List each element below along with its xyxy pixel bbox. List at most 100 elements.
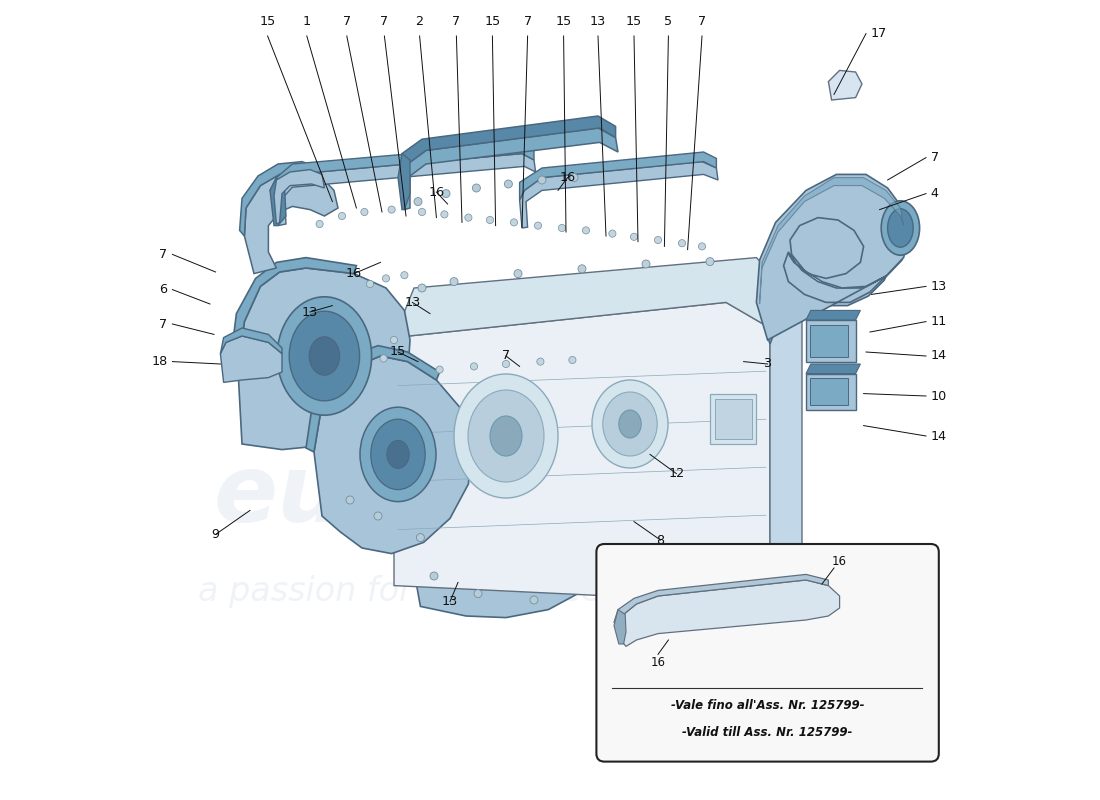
Ellipse shape: [537, 358, 544, 365]
Ellipse shape: [360, 407, 436, 502]
Ellipse shape: [486, 216, 494, 223]
Text: 16: 16: [345, 267, 362, 280]
Polygon shape: [314, 356, 472, 554]
Ellipse shape: [530, 596, 538, 604]
Ellipse shape: [603, 392, 657, 456]
Polygon shape: [244, 172, 338, 274]
Text: 9: 9: [211, 528, 220, 541]
Text: a passion for excellence: a passion for excellence: [198, 575, 602, 609]
Polygon shape: [230, 258, 356, 370]
Ellipse shape: [619, 410, 641, 438]
Polygon shape: [394, 302, 770, 602]
Ellipse shape: [277, 297, 372, 415]
Text: 7: 7: [452, 15, 461, 28]
Ellipse shape: [559, 224, 565, 232]
Ellipse shape: [642, 260, 650, 268]
Ellipse shape: [454, 374, 558, 498]
Text: 7: 7: [343, 15, 351, 28]
Ellipse shape: [374, 512, 382, 520]
Ellipse shape: [465, 214, 472, 222]
Text: eurocars: eurocars: [214, 450, 680, 542]
Text: 15: 15: [626, 15, 642, 28]
Text: 13: 13: [405, 296, 420, 309]
Text: 11: 11: [931, 315, 947, 328]
Ellipse shape: [289, 311, 360, 401]
Ellipse shape: [387, 440, 409, 468]
Text: 7: 7: [160, 248, 167, 261]
FancyBboxPatch shape: [806, 374, 856, 410]
Text: 13: 13: [931, 280, 947, 293]
Text: 10: 10: [931, 390, 947, 402]
Text: 7: 7: [931, 151, 939, 164]
Ellipse shape: [379, 354, 387, 362]
Ellipse shape: [316, 220, 323, 227]
Text: 16: 16: [832, 555, 847, 568]
Text: 12: 12: [669, 467, 684, 480]
Text: 7: 7: [160, 318, 167, 330]
Polygon shape: [412, 490, 600, 618]
Polygon shape: [220, 336, 282, 382]
FancyBboxPatch shape: [596, 544, 938, 762]
Polygon shape: [806, 310, 860, 320]
Ellipse shape: [442, 190, 450, 198]
Ellipse shape: [490, 416, 522, 456]
Polygon shape: [270, 144, 534, 196]
Ellipse shape: [418, 284, 426, 292]
Text: 7: 7: [524, 15, 531, 28]
Polygon shape: [274, 154, 536, 226]
Ellipse shape: [339, 212, 345, 219]
FancyBboxPatch shape: [810, 325, 848, 357]
Text: 5: 5: [664, 15, 672, 28]
Text: 15: 15: [389, 346, 406, 358]
Polygon shape: [519, 152, 716, 200]
Text: 15: 15: [260, 15, 276, 28]
Polygon shape: [238, 268, 410, 450]
Ellipse shape: [418, 208, 426, 215]
Ellipse shape: [514, 270, 522, 278]
Text: 16: 16: [428, 186, 444, 198]
Ellipse shape: [450, 278, 458, 286]
Ellipse shape: [468, 390, 544, 482]
Ellipse shape: [592, 380, 668, 468]
Ellipse shape: [510, 218, 518, 226]
Ellipse shape: [441, 210, 448, 218]
Polygon shape: [614, 574, 828, 626]
Text: 13: 13: [442, 595, 458, 608]
Ellipse shape: [698, 243, 705, 250]
Polygon shape: [770, 276, 802, 586]
Polygon shape: [614, 610, 626, 644]
Ellipse shape: [569, 356, 576, 363]
Text: -Valid till Ass. Nr. 125799-: -Valid till Ass. Nr. 125799-: [682, 726, 852, 738]
Polygon shape: [760, 178, 909, 344]
Polygon shape: [274, 170, 324, 224]
Ellipse shape: [679, 240, 685, 247]
Ellipse shape: [503, 360, 509, 367]
Text: 15: 15: [484, 15, 500, 28]
Polygon shape: [402, 128, 618, 210]
Ellipse shape: [346, 496, 354, 504]
Polygon shape: [306, 346, 440, 452]
Polygon shape: [519, 162, 718, 228]
Ellipse shape: [608, 230, 616, 238]
Polygon shape: [806, 364, 860, 374]
Ellipse shape: [436, 366, 443, 373]
Polygon shape: [405, 480, 588, 562]
Ellipse shape: [388, 206, 395, 214]
Text: 1: 1: [302, 15, 311, 28]
Ellipse shape: [371, 419, 426, 490]
Ellipse shape: [654, 237, 661, 243]
Text: 4: 4: [931, 187, 938, 200]
Ellipse shape: [706, 258, 714, 266]
Ellipse shape: [881, 201, 920, 255]
Polygon shape: [398, 154, 410, 210]
Ellipse shape: [474, 590, 482, 598]
Ellipse shape: [582, 227, 590, 234]
Ellipse shape: [472, 184, 481, 192]
Ellipse shape: [400, 271, 408, 278]
Ellipse shape: [366, 280, 374, 288]
Ellipse shape: [390, 336, 397, 344]
Text: 7: 7: [381, 15, 388, 28]
Ellipse shape: [570, 174, 578, 182]
Polygon shape: [619, 580, 839, 646]
Text: 2: 2: [416, 15, 424, 28]
